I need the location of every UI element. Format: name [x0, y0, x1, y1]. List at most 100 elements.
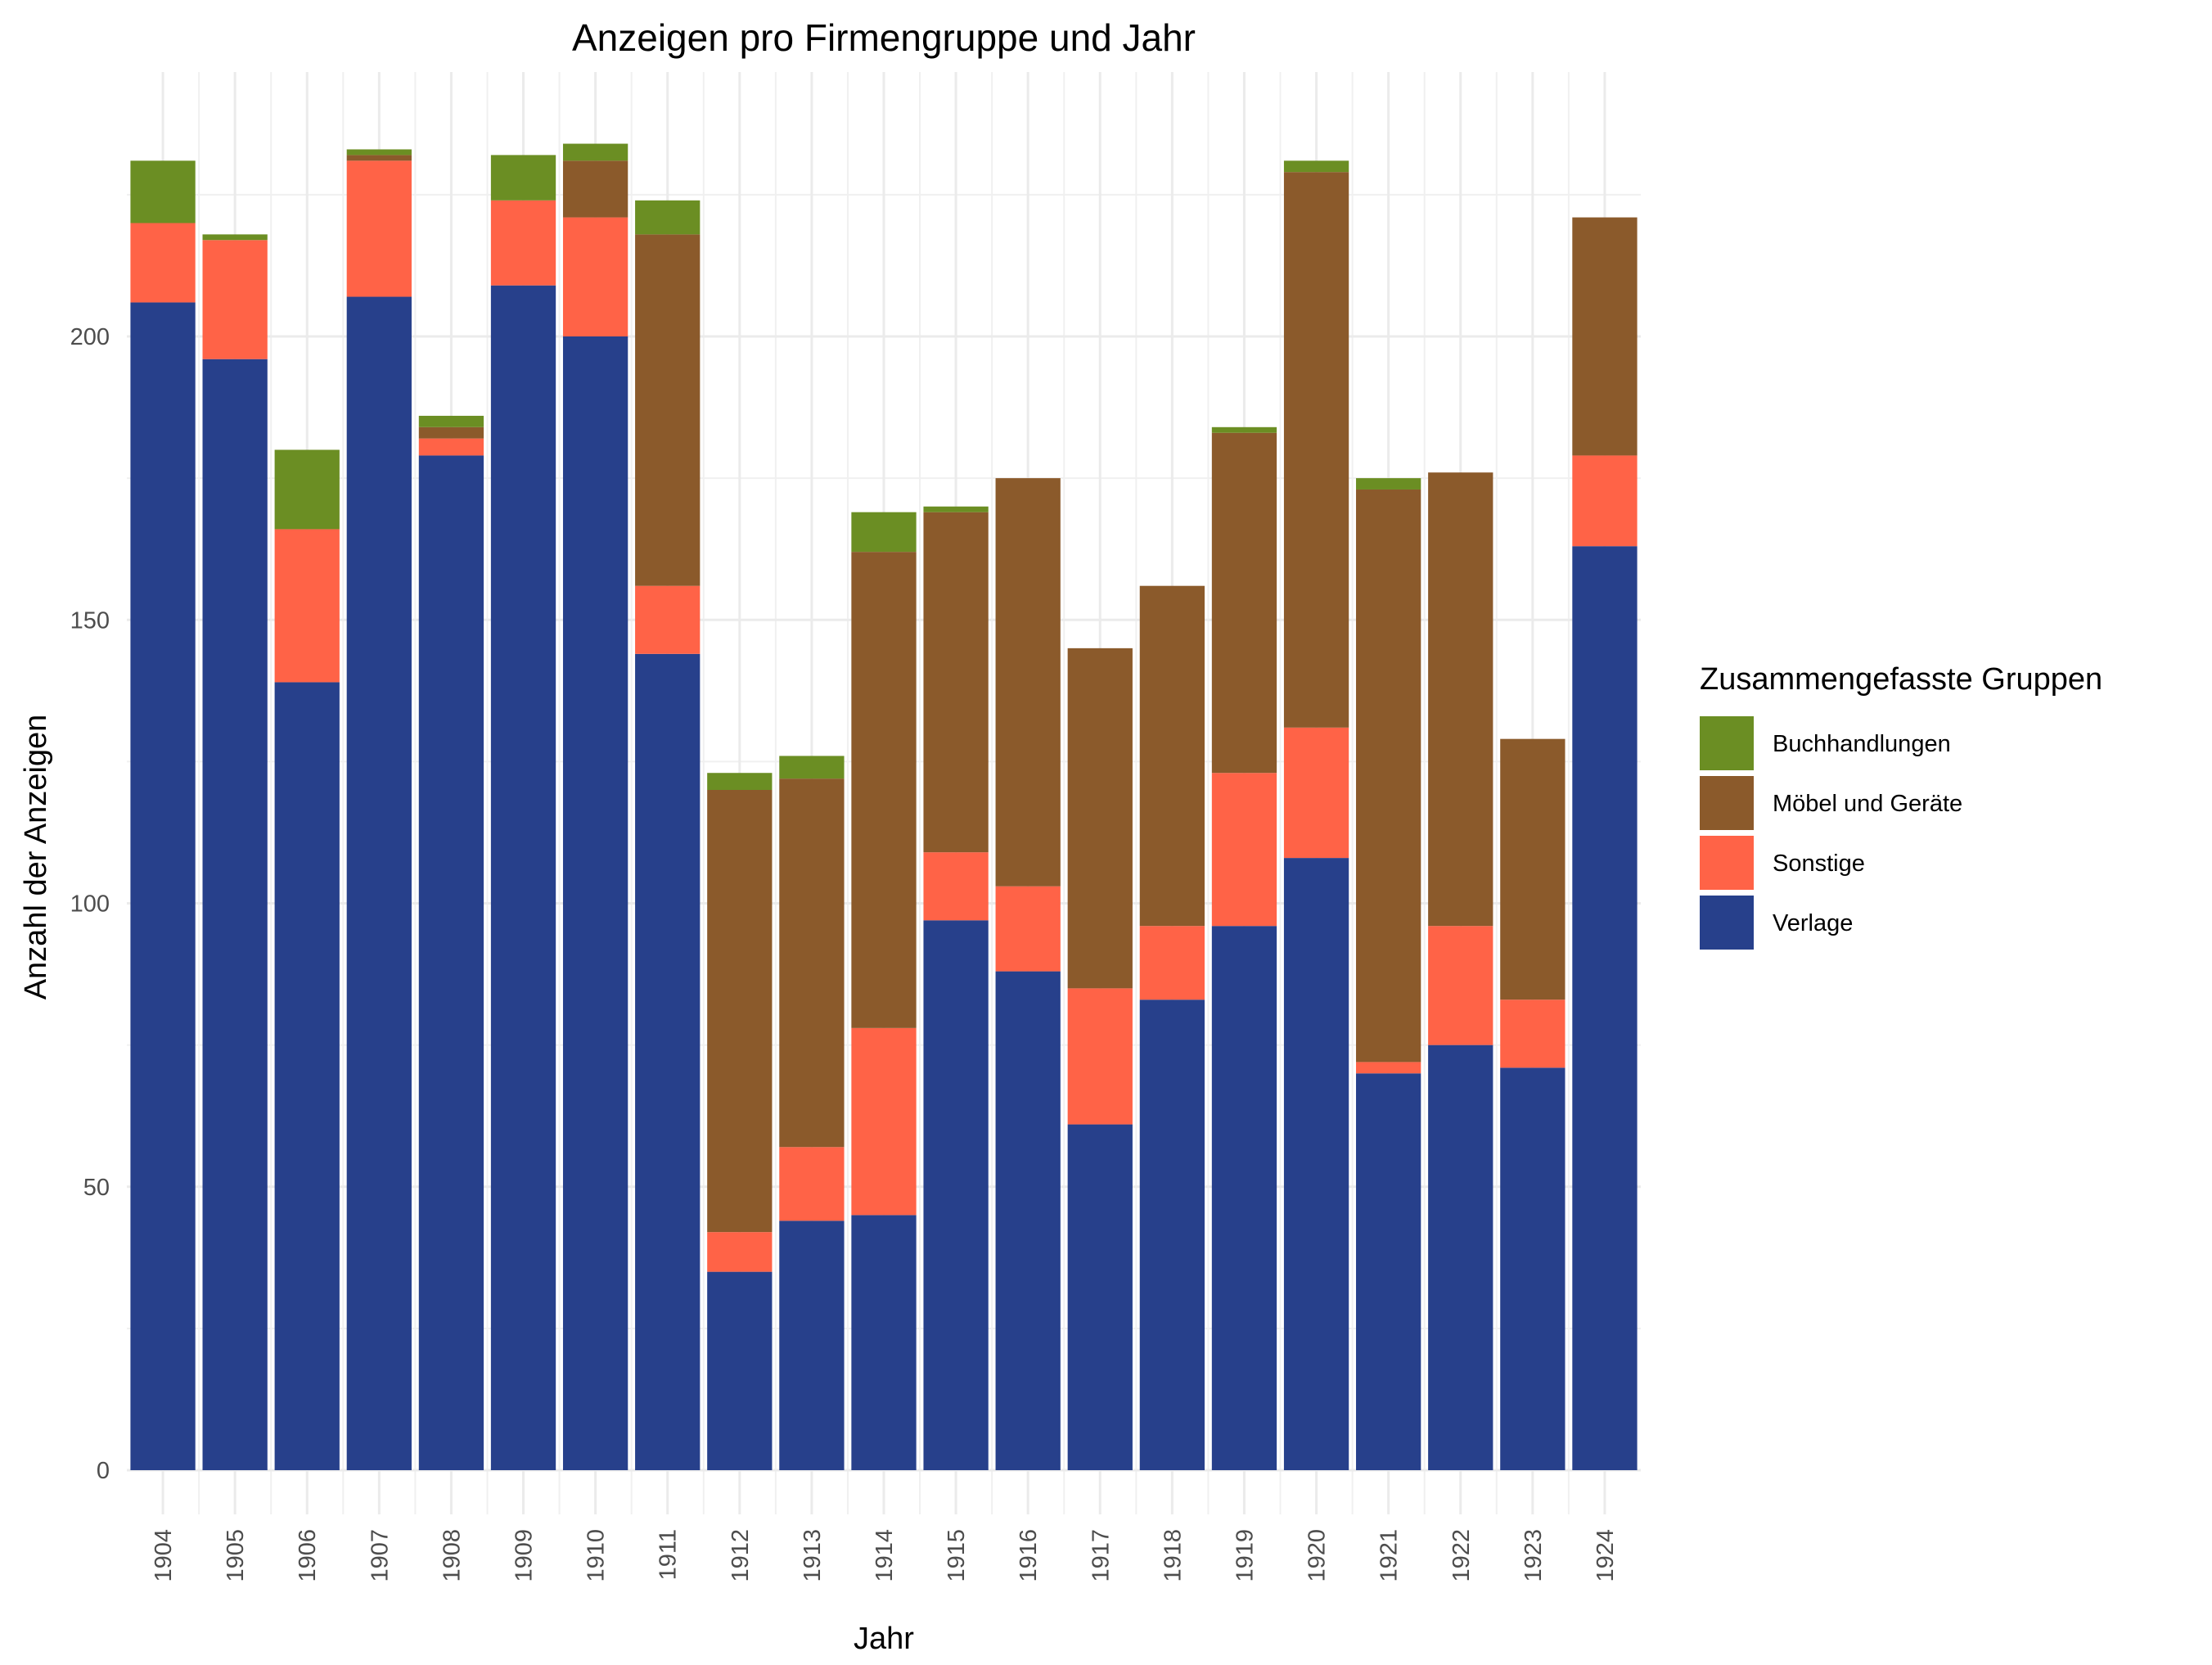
bar-segment — [130, 302, 196, 1471]
bar-segment — [923, 920, 989, 1470]
bar-segment — [202, 234, 268, 241]
bar-segment — [923, 512, 989, 853]
chart-title: Anzeigen pro Firmengruppe und Jahr — [572, 16, 1196, 59]
bar-segment — [1283, 172, 1349, 728]
bar-segment — [707, 1232, 773, 1272]
bar-segment — [346, 296, 412, 1470]
bar-segment — [490, 155, 556, 201]
bar-segment — [923, 852, 989, 921]
legend-label: Sonstige — [1773, 851, 1865, 877]
bar-segment — [1139, 926, 1205, 1000]
x-tick-label: 1921 — [1376, 1529, 1403, 1582]
y-tick-label: 100 — [70, 891, 110, 918]
bar-segment — [346, 155, 412, 161]
bar-segment — [995, 971, 1061, 1470]
bar-segment — [851, 552, 917, 1028]
x-tick-label: 1911 — [655, 1529, 682, 1580]
bar-segment — [1211, 432, 1277, 774]
x-tick-label: 1907 — [367, 1529, 393, 1582]
bar-segment — [779, 756, 845, 779]
x-tick-labels: 1904 1905 1906 1907 1908 1909 1910 1911 1912 1913… — [151, 1529, 1619, 1582]
x-tick-label: 1923 — [1520, 1529, 1547, 1582]
bar-segment — [1067, 988, 1133, 1125]
bar-segment — [1283, 727, 1349, 859]
bar-segment — [1572, 217, 1638, 456]
bar-segment — [346, 160, 412, 297]
bar-segment — [635, 653, 701, 1470]
bar-segment — [851, 512, 917, 553]
x-tick-label: 1910 — [583, 1529, 610, 1582]
x-tick-label: 1924 — [1593, 1529, 1619, 1582]
bar-segment — [1283, 160, 1349, 173]
legend-title: Zusammengefasste Gruppen — [1700, 662, 2102, 697]
bar-segment — [1572, 546, 1638, 1470]
bar-segment — [1428, 926, 1493, 1045]
legend-swatch — [1700, 716, 1754, 770]
bar-segment — [1283, 858, 1349, 1470]
x-tick-label: 1915 — [944, 1529, 970, 1582]
bar-segment — [707, 773, 773, 790]
legend-swatch — [1700, 776, 1754, 830]
bar-segment — [1428, 472, 1493, 927]
bar-segment — [274, 449, 340, 530]
bar-segment — [779, 1221, 845, 1470]
bar-segment — [707, 1271, 773, 1470]
y-tick-label: 150 — [70, 607, 110, 634]
bar-segment — [202, 359, 268, 1471]
x-tick-label: 1918 — [1160, 1529, 1186, 1582]
x-tick-label: 1917 — [1088, 1529, 1114, 1582]
x-tick-label: 1904 — [151, 1529, 177, 1582]
bar-segment — [779, 1147, 845, 1221]
bar-segment — [635, 234, 701, 586]
bar-segment — [707, 790, 773, 1233]
bar-segment — [418, 415, 484, 427]
bar-segment — [1211, 426, 1277, 433]
bar-segment — [923, 506, 989, 512]
bar-segment — [1572, 455, 1638, 547]
bar-segment — [1356, 478, 1421, 490]
x-tick-label: 1914 — [872, 1529, 898, 1582]
legend-label: Möbel und Geräte — [1773, 791, 1962, 817]
bar-segment — [490, 200, 556, 286]
x-tick-label: 1913 — [800, 1529, 826, 1582]
bar-segment — [274, 682, 340, 1470]
x-tick-label: 1922 — [1448, 1529, 1475, 1582]
bar-segment — [1139, 999, 1205, 1470]
bar-segment — [418, 426, 484, 439]
x-tick-label: 1912 — [728, 1529, 754, 1582]
x-tick-label: 1909 — [511, 1529, 538, 1582]
bar-segment — [202, 240, 268, 359]
bar-segment — [562, 143, 628, 161]
bar-segment — [1067, 1124, 1133, 1470]
y-tick-label: 50 — [83, 1175, 110, 1201]
bar-segment — [1500, 738, 1566, 1000]
bar-segment — [490, 285, 556, 1470]
y-axis-title: Anzahl der Anzeigen — [19, 715, 53, 1000]
bar-segment — [130, 223, 196, 303]
bar-segment — [851, 1215, 917, 1470]
bar-segment — [1500, 1067, 1566, 1470]
y-tick-label: 200 — [70, 324, 110, 350]
legend-swatch — [1700, 896, 1754, 950]
bar-segment — [1211, 773, 1277, 927]
legend: Zusammengefasste Gruppen Buchhandlungen M… — [1700, 662, 2102, 950]
bar-segment — [1211, 926, 1277, 1470]
bar-segment — [562, 160, 628, 218]
x-tick-label: 1919 — [1232, 1529, 1258, 1582]
bar-segment — [995, 478, 1061, 887]
x-axis-title: Jahr — [854, 1622, 914, 1656]
bar-segment — [346, 149, 412, 156]
bar-segment — [779, 778, 845, 1148]
bar-segment — [274, 529, 340, 683]
bars — [130, 143, 1638, 1471]
bar-segment — [130, 160, 196, 223]
bar-segment — [1428, 1045, 1493, 1470]
bar-segment — [1139, 585, 1205, 927]
legend-label: Verlage — [1773, 910, 1853, 936]
legend-swatch — [1700, 836, 1754, 890]
x-tick-label: 1908 — [439, 1529, 465, 1582]
bar-segment — [1356, 1062, 1421, 1074]
x-tick-label: 1920 — [1304, 1529, 1331, 1582]
bar-segment — [562, 217, 628, 336]
